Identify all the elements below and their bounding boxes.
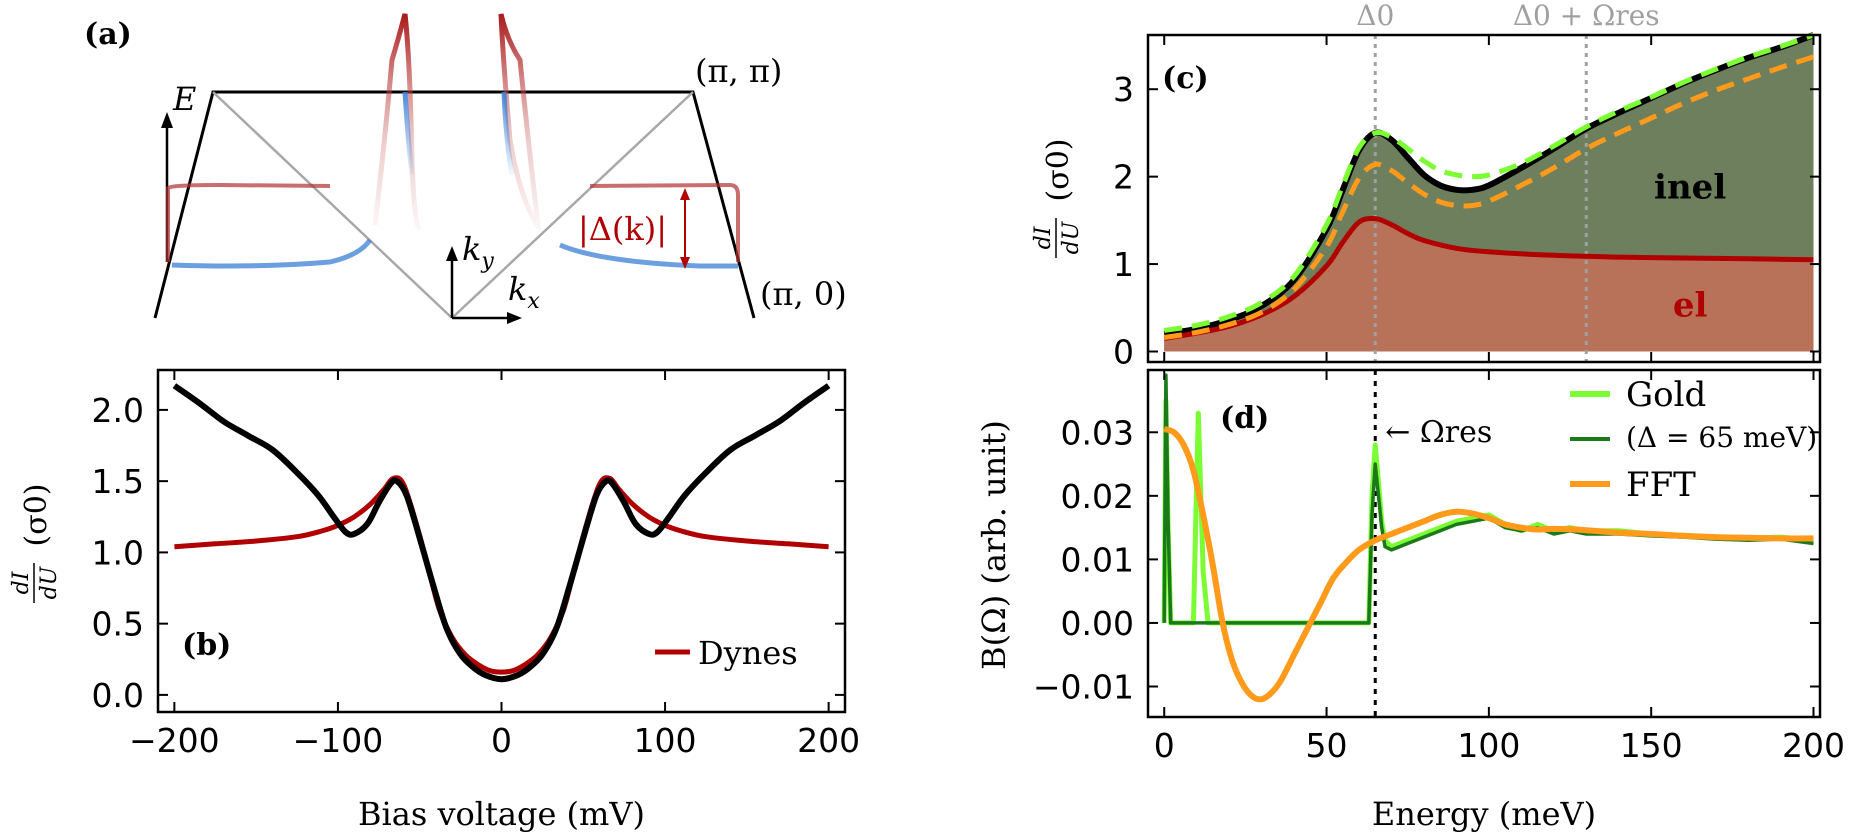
panel-d-xtick-label: 50	[1306, 726, 1348, 765]
panel-b-xtick-label: −200	[129, 721, 220, 760]
panel-b-legend-label: Dynes	[698, 634, 798, 672]
panel-c-annotation-inel: inel	[1654, 168, 1726, 208]
panel-c-ylabel-unit: (σ0)	[1041, 139, 1076, 202]
panel-d-ytick-label: 0.00	[1061, 604, 1134, 643]
corner-pi-0-label: (π, 0)	[760, 275, 847, 313]
panel-d-xtick-label: 200	[1782, 726, 1845, 765]
panel-c-annotation-el: el	[1673, 286, 1708, 326]
panel-d-xlabel: Energy (meV)	[1372, 795, 1596, 833]
gap-label: |Δ(k)|	[578, 210, 667, 248]
gap-size-arrow-top	[680, 188, 690, 200]
panel-d-xtick-label: 0	[1154, 726, 1175, 765]
panel-d-legend-label: Gold	[1626, 375, 1706, 415]
panel-d-vline-label: ← Ωres	[1385, 415, 1492, 450]
panel-b-xtick-label: 200	[797, 721, 860, 760]
panel-d-xtick-label: 150	[1620, 726, 1683, 765]
panel-c-marker-label: Δ0 + Ωres	[1513, 0, 1660, 32]
nodal-spike-left	[372, 13, 423, 232]
energy-label: E	[172, 80, 196, 118]
nodal-spike-left-blue	[402, 91, 415, 176]
panel-c-frame	[1146, 33, 1822, 364]
panel-c-ytick-label: 3	[1113, 70, 1134, 109]
kx-axis-arrow	[507, 312, 522, 324]
diagonal-left	[212, 91, 453, 319]
panel-b-xtick-label: 0	[491, 721, 512, 760]
gap-curve-left-blue	[171, 238, 373, 269]
gap-curve-right-red	[589, 182, 740, 262]
panel-d-legend-label: (Δ = 65 meV)	[1626, 421, 1817, 454]
panel-b-ytick-label: 0.0	[92, 676, 144, 715]
gap-size-arrow-bottom	[680, 257, 690, 269]
panel-d: 0 50 100 150 200 −0.01 0.00 0.01 0.02 0.03 (d) ← Ωr…	[975, 368, 1845, 833]
panel-b-xtick-label: 100	[634, 721, 697, 760]
panel-c-ytick-label: 1	[1113, 245, 1134, 284]
gap-curve-left-red	[166, 182, 331, 262]
panel-b-ytick-label: 1.0	[92, 533, 144, 572]
panel-c-ytick-label: 0	[1113, 333, 1134, 372]
panel-d-xtick-label: 100	[1457, 726, 1520, 765]
panel-d-ytick-label: 0.02	[1061, 477, 1134, 516]
panel-b-ylabel: dI dU (σ0)	[9, 484, 62, 603]
corner-pi-pi-label: (π, π)	[695, 52, 782, 90]
panel-a: (a) E (π, π) (π, 0) ky kx |Δ(	[84, 13, 847, 324]
panel-d-ytick-label: 0.01	[1061, 540, 1134, 579]
panel-d-ytick-label: −0.01	[1033, 667, 1134, 706]
panel-c-ylabel-num: dI	[1031, 225, 1056, 249]
panel-c-el-area	[1164, 218, 1814, 352]
nodal-spike-right-blue	[501, 91, 515, 176]
gap-curve-right-blue	[559, 242, 738, 269]
panel-d-label: (d)	[1220, 401, 1269, 436]
energy-axis-arrow	[161, 112, 173, 128]
panel-b-ylabel-den: dU	[37, 565, 62, 599]
panel-b-label: (b)	[182, 628, 231, 663]
panel-b-series-dynes	[174, 475, 829, 675]
panel-d-series-fft	[1163, 426, 1814, 703]
panel-b-ylabel-num: dI	[9, 570, 34, 594]
ky-label: ky	[462, 230, 494, 274]
nodal-spike-right	[498, 13, 543, 232]
panel-c-series-fit	[1163, 32, 1815, 333]
ky-axis-arrow	[446, 246, 458, 261]
panel-c-marker-label: Δ0	[1356, 0, 1394, 32]
panel-b-series-data	[172, 383, 831, 683]
panel-c: Δ0 Δ0 + Ωres 0 1 2 3 (c) inel el dI dU (σ0)	[1031, 0, 1822, 372]
panel-b-ytick-label: 0.5	[92, 605, 144, 644]
panel-b-xtick-label: −100	[293, 721, 384, 760]
panel-c-ylabel-den: dU	[1059, 220, 1084, 254]
panel-b-ytick-label: 2.0	[92, 391, 144, 430]
panel-a-label: (a)	[84, 17, 132, 52]
panel-b-ylabel-unit: (σ0)	[19, 484, 54, 547]
diagonal-right	[451, 91, 694, 319]
panel-d-ytick-label: 0.03	[1061, 413, 1134, 452]
kx-label: kx	[508, 270, 540, 314]
panel-d-legend-label: FFT	[1626, 465, 1696, 505]
panel-b: −200 −100 0 100 200 0.0 0.5 1.0 1.5 2.0 (b) Dynes Bi…	[9, 368, 860, 833]
panel-c-ytick-label: 2	[1113, 158, 1134, 197]
panel-b-ytick-label: 1.5	[92, 462, 144, 501]
panel-b-xlabel: Bias voltage (mV)	[358, 795, 645, 833]
panel-d-frame	[1146, 368, 1822, 719]
panel-c-series-inel	[1163, 54, 1815, 340]
panel-d-ylabel: B(Ω) (arb. unit)	[975, 420, 1013, 670]
panel-c-label: (c)	[1162, 61, 1209, 96]
bz-outline	[153, 90, 756, 319]
panel-c-ylabel: dI dU (σ0)	[1031, 139, 1084, 258]
